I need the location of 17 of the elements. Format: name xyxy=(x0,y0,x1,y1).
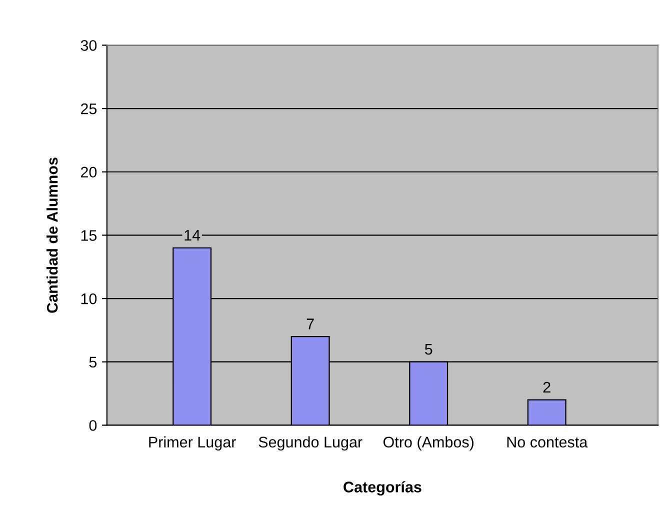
y-tick-label: 25 xyxy=(80,103,97,114)
x-tick-label: No contesta xyxy=(507,436,588,448)
data-label: 2 xyxy=(543,382,550,393)
x-tick-label: Segundo Lugar xyxy=(258,436,362,451)
data-label: 7 xyxy=(306,318,314,330)
y-axis-title: Cantidad de Alumnos xyxy=(46,158,58,313)
y-tick-label: 10 xyxy=(81,293,97,304)
y-tick-label: 30 xyxy=(80,40,97,51)
x-tick-label: Primer Lugar xyxy=(149,436,236,451)
y-tick-label: 5 xyxy=(89,356,97,368)
y-tick-label: 15 xyxy=(81,230,97,241)
x-axis-title: Categorías xyxy=(344,481,422,496)
x-tick-label: Otro (Ambos) xyxy=(383,436,474,451)
data-label: 5 xyxy=(424,344,432,355)
y-tick-label: 0 xyxy=(89,420,97,431)
data-label: 14 xyxy=(184,230,200,241)
y-tick-label: 20 xyxy=(80,166,97,178)
